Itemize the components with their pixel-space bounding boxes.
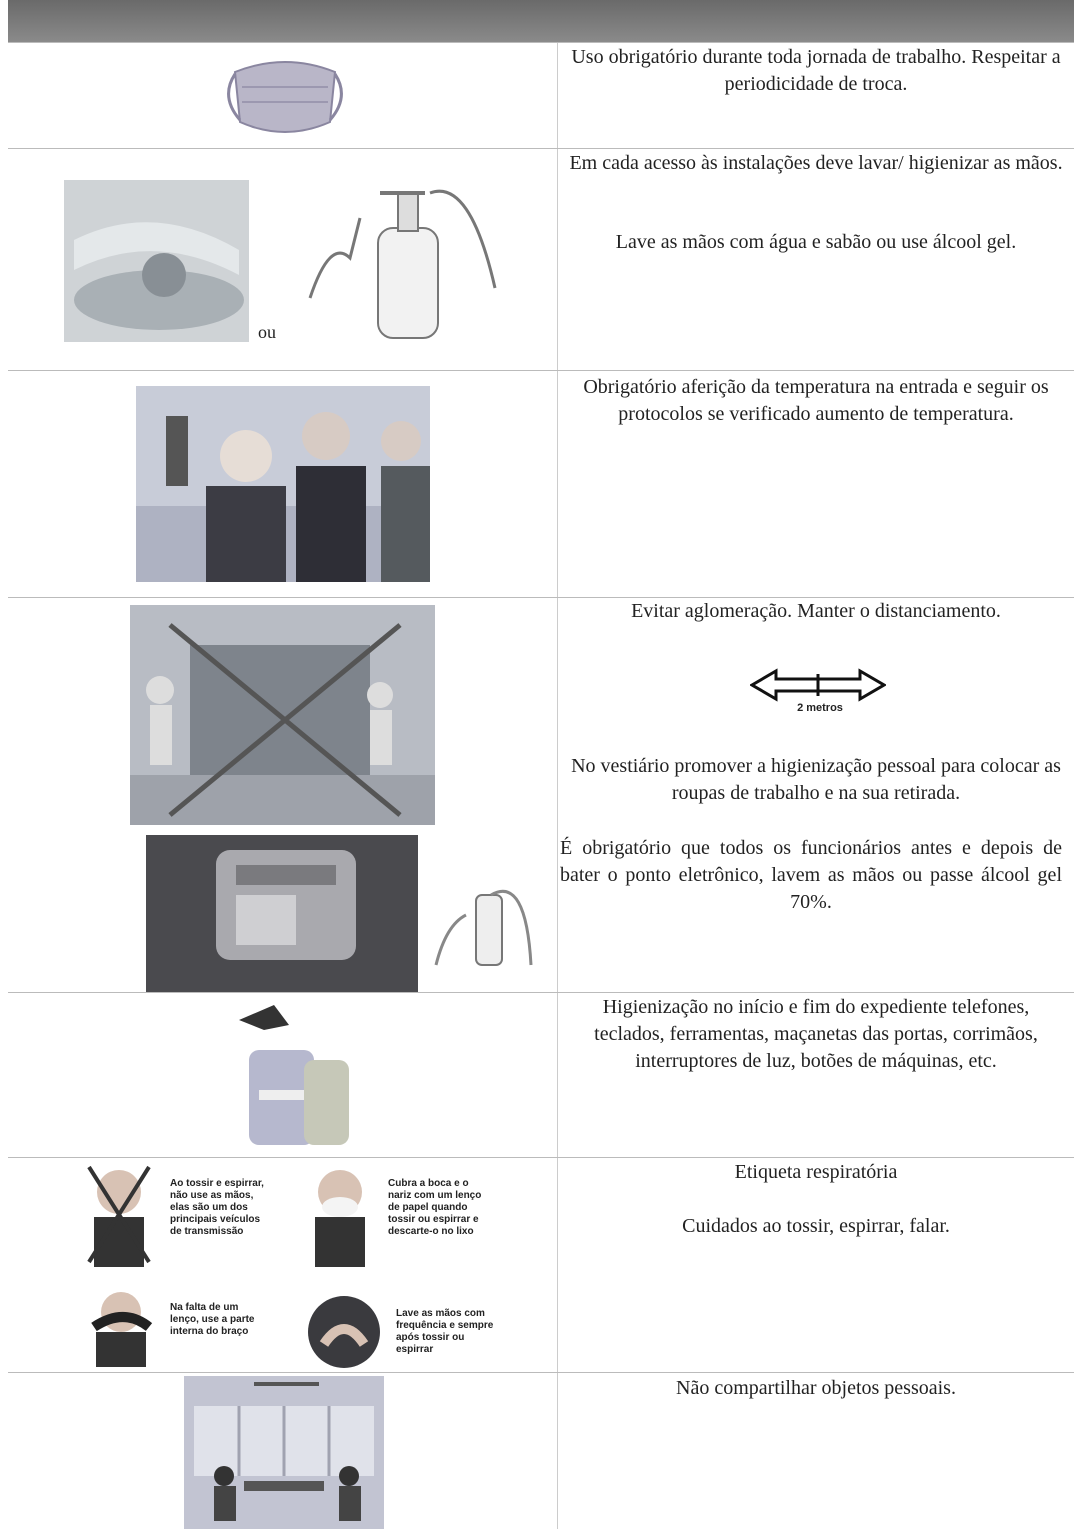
- row-text: Obrigatório aferição da temperatura na e…: [583, 376, 1049, 425]
- elbow-illustration: [91, 1292, 153, 1367]
- row-border: [8, 42, 1074, 43]
- cleaning-illustration: [239, 1005, 349, 1145]
- row-text: Lave as mãos com água e sabão ou use álc…: [615, 231, 1017, 253]
- image-caption: Cubra a boca e o nariz com um lenço de p…: [388, 1178, 482, 1237]
- row-text: É obrigatório que todos os funcionários …: [560, 837, 1062, 913]
- row-text: Em cada acesso às instalações deve lavar…: [569, 152, 1063, 174]
- image-caption: Ao tossir e espirrar, não use as mãos, e…: [170, 1178, 264, 1237]
- arrow-label: 2 metros: [797, 702, 843, 714]
- row-text: Etiqueta respiratória: [734, 1161, 898, 1183]
- row-text: Higienização no início e fim do expedien…: [594, 996, 1038, 1072]
- office-illustration: [184, 1376, 384, 1529]
- row-border: [8, 1372, 1074, 1373]
- handwash-illustration: [308, 1296, 380, 1368]
- row-text: Não compartilhar objetos pessoais.: [676, 1377, 956, 1399]
- image-caption: ou: [258, 322, 276, 342]
- column-divider: [557, 42, 558, 1529]
- row-border: [8, 148, 1074, 149]
- temperature-illustration: [136, 386, 430, 582]
- row-border: [8, 597, 1074, 598]
- header-bar: [8, 0, 1074, 42]
- tissue-illustration: [315, 1170, 365, 1267]
- time-clock-illustration: [146, 835, 533, 992]
- cough-illustration: [87, 1165, 151, 1267]
- image-caption: Lave as mãos com frequência e sempre apó…: [396, 1308, 494, 1355]
- sanitizer-illustration: [308, 189, 497, 339]
- sink-illustration: [64, 180, 249, 342]
- row-text: Uso obrigatório durante toda jornada de …: [571, 46, 1061, 95]
- distance-arrow: [750, 668, 886, 702]
- row-text: Evitar aglomeração. Manter o distanciame…: [631, 600, 1001, 622]
- row-border: [8, 370, 1074, 371]
- row-text: No vestiário promover a higienização pes…: [571, 755, 1061, 804]
- row-text: Cuidados ao tossir, espirrar, falar.: [682, 1215, 950, 1237]
- row-border: [8, 992, 1074, 993]
- mask-illustration: [227, 61, 343, 133]
- image-caption: Na falta de um lenço, use a parte intern…: [170, 1302, 255, 1337]
- locker-room-illustration: [130, 605, 435, 825]
- row-border: [8, 1157, 1074, 1158]
